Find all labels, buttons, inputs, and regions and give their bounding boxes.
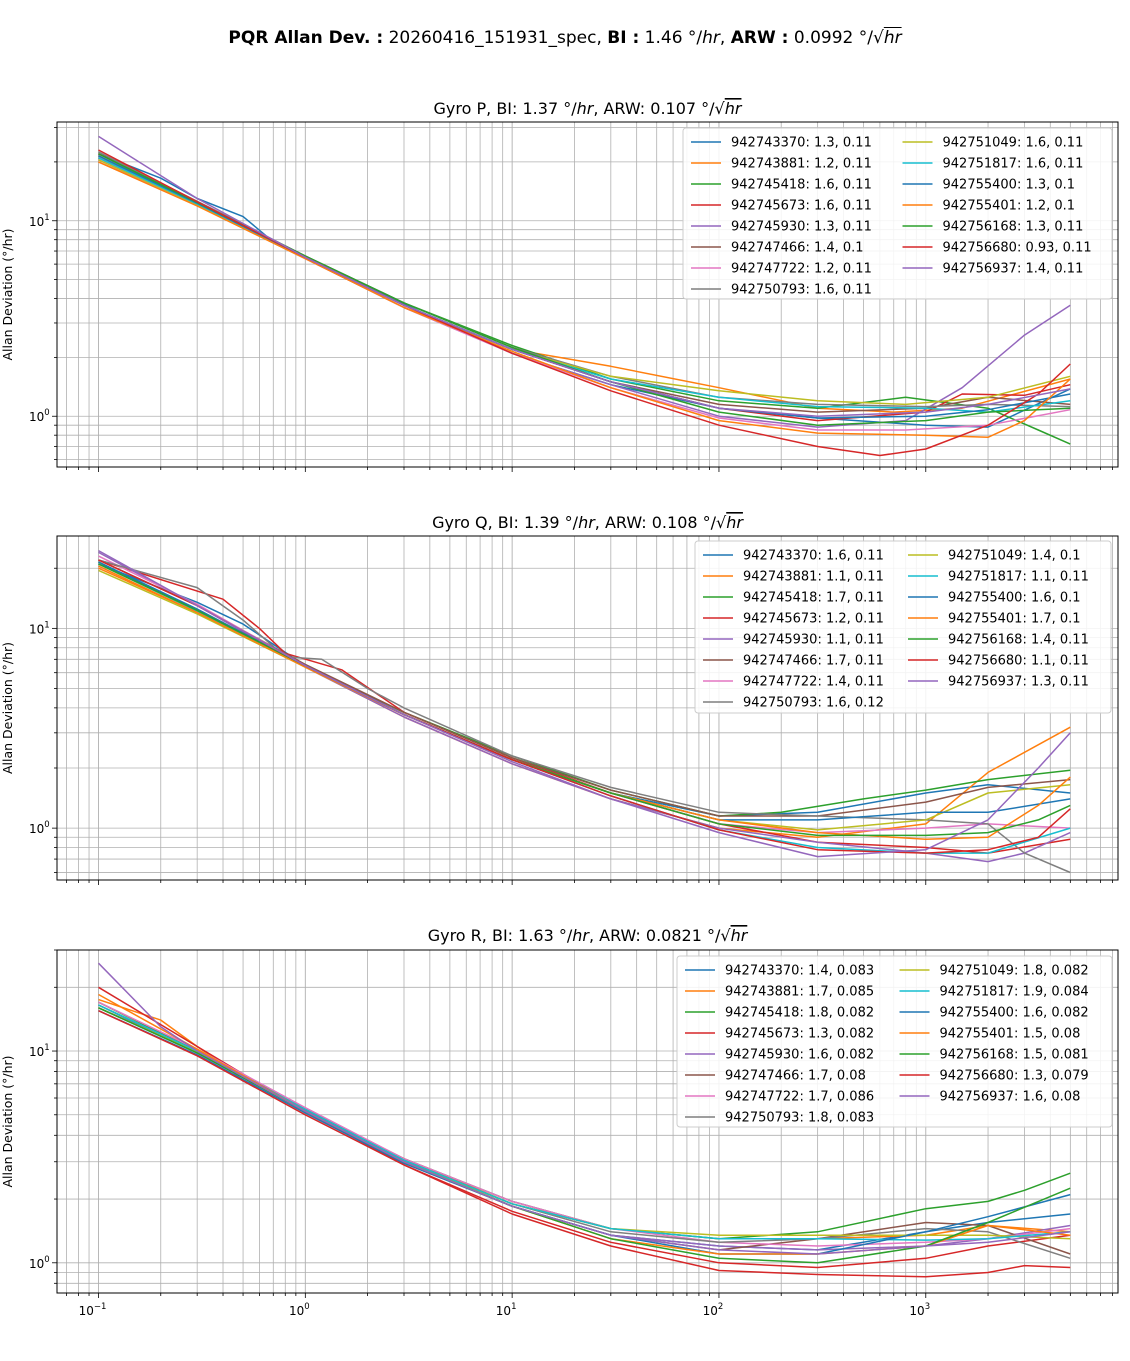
legend-entry: 942745930: 1.1, 0.11 [743,633,884,648]
series-lines [97,962,1071,1278]
panel-title: Gyro R, BI: 1.63 °/hr, ARW: 0.0821 °/√hr [428,926,749,945]
legend-entry: 942747722: 1.2, 0.11 [731,262,872,277]
figure-title-bi-label: BI : [607,28,640,48]
series-line-11 [98,161,1071,439]
legend-entry: 942756680: 1.3, 0.079 [940,1069,1089,1084]
legend-entry: 942755401: 1.2, 0.1 [943,199,1076,214]
legend-entry: 942745418: 1.7, 0.11 [743,591,884,606]
legend-entry: 942751049: 1.8, 0.082 [940,964,1089,979]
legend-entry: 942755401: 1.7, 0.1 [948,612,1081,627]
legend-entry: 942755401: 1.5, 0.08 [940,1027,1081,1042]
series-lines [98,135,1071,457]
panel-title: Gyro P, BI: 1.37 °/hr, ARW: 0.107 °/√hr [434,99,743,118]
legend-entry: 942756680: 0.93, 0.11 [943,241,1092,256]
panel-title: Gyro Q, BI: 1.39 °/hr, ARW: 0.108 °/√hr [432,513,744,532]
series-line-14 [98,549,1071,858]
figure-title: PQR Allan Dev. : 20260416_151931_spec, B… [0,28,1130,48]
figure-title-arw-unit: hr [883,28,902,48]
y-tick-label: 101 [29,620,50,636]
legend-entry: 942750793: 1.6, 0.12 [743,696,884,711]
y-tick-label: 100 [29,820,50,836]
y-axis-label: Allan Deviation (°/hr) [0,1055,15,1187]
series-line-11 [98,565,1071,840]
legend-entry: 942756937: 1.3, 0.11 [948,675,1089,690]
legend-entry: 942747466: 1.4, 0.1 [731,241,864,256]
legend-box [682,127,1113,300]
series-lines [98,549,1071,874]
legend-entry: 942755400: 1.3, 0.1 [943,178,1076,193]
legend-entry: 942743881: 1.1, 0.11 [743,570,884,585]
y-axis-label: Allan Deviation (°/hr) [0,642,15,774]
x-tick-label: 100 [289,1302,310,1318]
series-line-7 [98,559,1071,874]
chart-panel-2: 100 101 10−1 100 101 102 103 Allan Deviation (°… [0,926,1119,1318]
legend-entry: 942755400: 1.6, 0.1 [948,591,1081,606]
legend-entry: 942743370: 1.4, 0.083 [725,964,874,979]
legend: 942743370: 1.4, 0.083 942743881: 1.7, 0.0… [676,955,1113,1128]
legend: 942743370: 1.6, 0.11 942743881: 1.1, 0.11… [694,540,1112,714]
x-tick-label: 102 [703,1302,724,1318]
legend-entry: 942745930: 1.6, 0.082 [725,1048,874,1063]
series-line-14 [98,135,1071,417]
x-tick-label: 101 [496,1302,517,1318]
legend-entry: 942743370: 1.6, 0.11 [743,549,884,564]
legend-entry: 942745673: 1.6, 0.11 [731,199,872,214]
chart-panel-1: 100 101 Allan Deviation (°/hr) Gyro Q, BI: … [0,513,1119,885]
figure-title-file: 20260416_151931_spec, [388,28,602,48]
axes-frame [56,121,1119,468]
x-tick-label: 10−1 [79,1302,107,1318]
legend-entry: 942747722: 1.4, 0.11 [743,675,884,690]
figure-title-sep: , [719,28,726,48]
legend-entry: 942743881: 1.7, 0.085 [725,985,874,1000]
legend-entry: 942745673: 1.3, 0.082 [725,1027,874,1042]
y-tick-label: 101 [29,213,50,229]
figure-title-bi-unit: hr [702,28,720,48]
legend-box [676,955,1113,1128]
legend-entry: 942751817: 1.6, 0.11 [943,157,1084,172]
chart-panel-0: 100 101 Allan Deviation (°/hr) Gyro P, BI: … [0,99,1119,472]
legend-entry: 942756937: 1.4, 0.11 [943,262,1084,277]
legend-entry: 942751049: 1.4, 0.1 [948,549,1081,564]
legend-box [694,540,1112,714]
figure-title-bi-value: 1.46 °/ [644,28,703,48]
legend-entry: 942745673: 1.2, 0.11 [743,612,884,627]
figure-title-arw-value: 0.0992 °/√ [793,28,884,48]
y-axis-label: Allan Deviation (°/hr) [0,228,15,360]
legend-entry: 942756168: 1.3, 0.11 [943,220,1084,235]
y-tick-label: 100 [29,408,50,424]
axes-frame [56,535,1119,881]
legend-entry: 942743370: 1.3, 0.11 [731,136,872,151]
x-tick-label: 103 [909,1302,930,1318]
figure-title-label: PQR Allan Dev. : [228,28,384,48]
legend-entry: 942751049: 1.6, 0.11 [943,136,1084,151]
axes-frame [56,949,1119,1294]
legend-entry: 942751817: 1.9, 0.084 [940,985,1089,1000]
series-line-14 [97,962,1071,1255]
y-tick-label: 100 [29,1255,50,1271]
legend-entry: 942756680: 1.1, 0.11 [948,654,1089,669]
legend-entry: 942747722: 1.7, 0.086 [725,1090,874,1105]
legend-entry: 942743881: 1.2, 0.11 [731,157,872,172]
legend-entry: 942750793: 1.6, 0.11 [731,283,872,298]
legend-entry: 942747466: 1.7, 0.11 [743,654,884,669]
legend-entry: 942745418: 1.8, 0.082 [725,1006,874,1021]
y-tick-label: 101 [29,1043,50,1059]
legend-entry: 942750793: 1.8, 0.083 [725,1111,874,1126]
legend-entry: 942756937: 1.6, 0.08 [940,1090,1081,1105]
legend-entry: 942756168: 1.5, 0.081 [940,1048,1089,1063]
legend-entry: 942755400: 1.6, 0.082 [940,1006,1089,1021]
figure-title-arw-label: ARW : [730,28,789,48]
legend: 942743370: 1.3, 0.11 942743881: 1.2, 0.11… [682,127,1113,300]
legend-entry: 942745930: 1.3, 0.11 [731,220,872,235]
legend-entry: 942745418: 1.6, 0.11 [731,178,872,193]
series-line-13 [98,1010,1071,1278]
legend-entry: 942756168: 1.4, 0.11 [948,633,1089,648]
legend-entry: 942751817: 1.1, 0.11 [948,570,1089,585]
legend-entry: 942747466: 1.7, 0.08 [725,1069,866,1084]
